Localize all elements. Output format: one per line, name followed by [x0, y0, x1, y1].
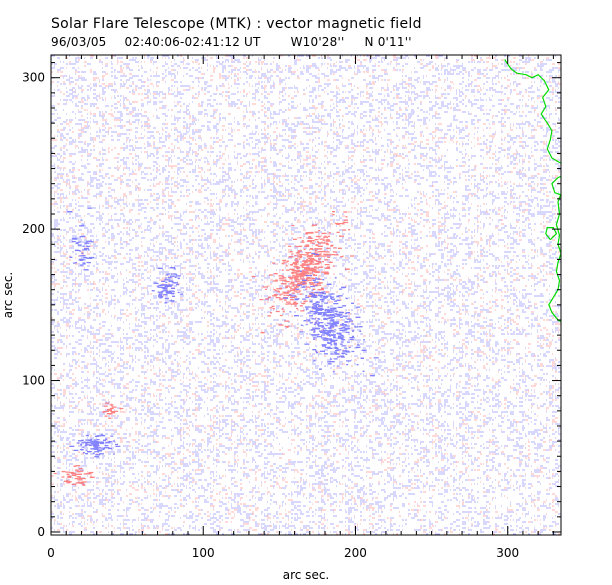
- limb-contour-lower: [548, 192, 561, 323]
- x-tick-label: 200: [344, 546, 367, 560]
- limb-contour-small: [545, 227, 558, 241]
- observation-date: 96/03/05: [51, 35, 107, 49]
- y-tick-label: 0: [37, 525, 45, 539]
- position-west: W10'28'': [290, 35, 345, 49]
- chart-title: Solar Flare Telescope (MTK) : vector mag…: [51, 16, 422, 32]
- background-field-noise: [51, 55, 561, 535]
- y-tick-label: 200: [22, 222, 45, 236]
- plot-frame: [50, 54, 562, 536]
- x-tick-label: 300: [496, 546, 519, 560]
- observation-time: 02:40:06-02:41:12 UT: [124, 35, 261, 49]
- patch-negative-upper-left: [67, 207, 95, 271]
- plot-area-background: [51, 55, 561, 535]
- patch-negative-lower-left: [69, 434, 121, 458]
- patch-negative-left-mid: [151, 267, 184, 304]
- polarity-patches: [53, 207, 379, 486]
- position-north: N 0'11'': [364, 35, 412, 49]
- y-axis-label: arc sec.: [1, 272, 15, 318]
- limb-contour: [504, 59, 561, 196]
- chart-subtitle: 96/03/05 02:40:06-02:41:12 UT W10'28'' N…: [51, 35, 426, 49]
- patch-positive-main: [251, 210, 355, 334]
- contours: [504, 59, 561, 323]
- patch-positive-lower-left: [53, 465, 95, 486]
- patch-negative-main: [283, 252, 379, 377]
- y-tick-label: 300: [22, 71, 45, 85]
- noise-negative: [51, 55, 561, 535]
- x-axis-label: arc sec.: [283, 568, 329, 582]
- y-tick-label: 100: [22, 374, 45, 388]
- axis-ticks: 0 100 200 300 0 100 200 300: [22, 55, 561, 560]
- x-tick-label: 100: [192, 546, 215, 560]
- patch-positive-small: [102, 402, 124, 420]
- noise-positive: [51, 55, 561, 535]
- x-tick-label: 0: [47, 546, 55, 560]
